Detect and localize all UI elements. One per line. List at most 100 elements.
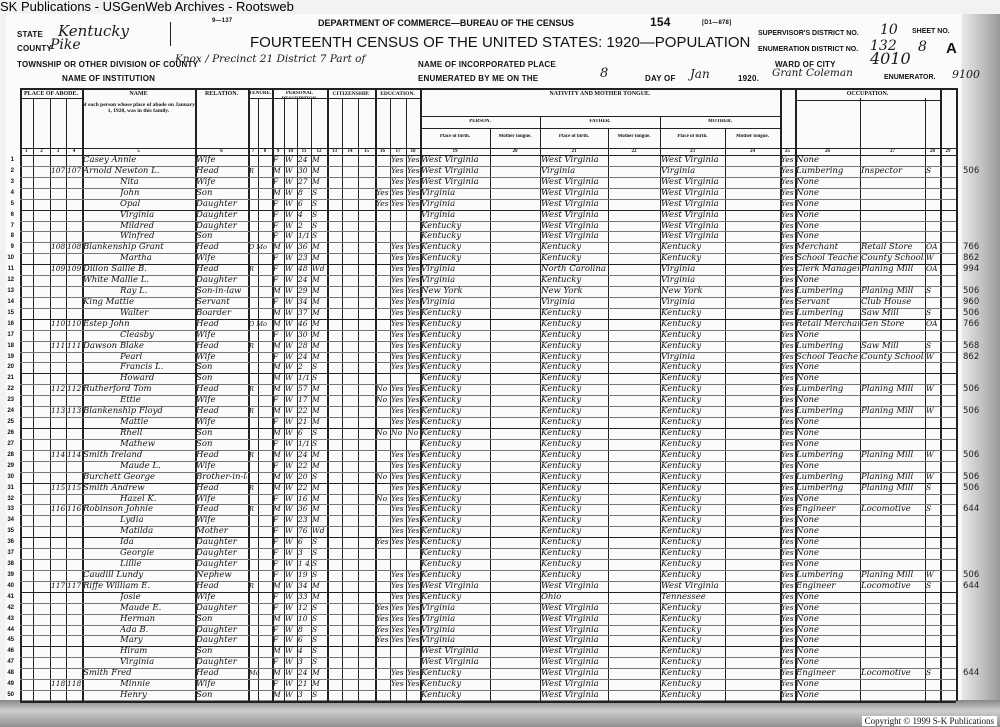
cell-mar: M bbox=[312, 395, 320, 405]
cell-mar: M bbox=[312, 340, 320, 350]
cell-mar: M bbox=[312, 482, 320, 492]
cell-name: Mattie bbox=[120, 417, 149, 428]
cell-trade: None bbox=[796, 526, 820, 537]
row-rule bbox=[20, 307, 956, 309]
cell-write: Yes bbox=[407, 504, 419, 514]
cell-mar: S bbox=[312, 537, 318, 547]
cell-eng: Yes bbox=[781, 417, 794, 427]
cell-eng: Yes bbox=[781, 220, 794, 230]
cell-name: Smith Ireland bbox=[83, 449, 143, 460]
cell-read: No bbox=[391, 428, 403, 437]
cell-sex: M bbox=[273, 187, 281, 197]
cell-cls: W bbox=[926, 471, 934, 481]
cell-write: Yes bbox=[407, 318, 419, 328]
cell-read: Yes bbox=[391, 286, 404, 296]
cell-read: Yes bbox=[391, 318, 404, 328]
cell-eng: Yes bbox=[781, 559, 794, 569]
cell-read: Yes bbox=[391, 187, 404, 197]
cell-sex: F bbox=[273, 635, 279, 645]
cell-rel: Head bbox=[196, 318, 219, 329]
line-number: 43 bbox=[7, 615, 14, 622]
enumeration-value: 132 bbox=[870, 38, 897, 54]
cell-mar: M bbox=[312, 155, 320, 164]
cell-mother: Virginia bbox=[661, 165, 696, 176]
cell-write: Yes bbox=[407, 198, 419, 208]
cell-birth: Kentucky bbox=[421, 329, 462, 340]
cell-dw: 112 bbox=[51, 384, 65, 394]
row-rule bbox=[20, 537, 956, 539]
cell-rel: Daughter bbox=[196, 635, 237, 646]
cell-sch: No bbox=[376, 493, 388, 503]
cell-mother: Kentucky bbox=[661, 657, 702, 668]
row-rule bbox=[20, 515, 956, 517]
cell-trade: None bbox=[796, 548, 820, 559]
cell-eng: Yes bbox=[781, 198, 794, 208]
cell-sex: M bbox=[273, 286, 281, 296]
cell-rel: Wife bbox=[196, 515, 216, 526]
cell-name: Matilda bbox=[120, 526, 154, 537]
cell-trade: None bbox=[796, 176, 820, 187]
cell-father: Kentucky bbox=[541, 548, 582, 559]
row-rule bbox=[20, 591, 956, 593]
cell-dw: 117 bbox=[51, 580, 65, 590]
occupation-code: 506 bbox=[963, 307, 980, 318]
cell-rel: Son bbox=[196, 187, 213, 198]
cell-name: Dillon Sallie B. bbox=[83, 264, 147, 275]
row-rule bbox=[20, 460, 956, 462]
sheet-side: A bbox=[946, 40, 958, 57]
cell-ind: Locomotive bbox=[861, 668, 911, 679]
cell-trade: Lumbering bbox=[796, 384, 844, 395]
column-number-rule bbox=[20, 155, 956, 156]
cell-name: Blankenship Grant bbox=[83, 242, 164, 253]
cell-eng: Yes bbox=[781, 613, 794, 623]
cell-race: W bbox=[285, 428, 293, 437]
cell-race: W bbox=[285, 253, 293, 263]
cell-fam: 112 bbox=[67, 384, 81, 394]
line-number: 46 bbox=[7, 648, 14, 655]
row-rule bbox=[20, 580, 956, 582]
column-number: 4 bbox=[72, 149, 76, 154]
column-rule bbox=[780, 88, 782, 701]
cell-ind: Planing Mill bbox=[861, 264, 914, 275]
cell-eng: Yes bbox=[781, 438, 794, 448]
cell-father: West Virginia bbox=[541, 624, 599, 635]
cell-father: West Virginia bbox=[541, 668, 599, 679]
cell-dw: 111 bbox=[51, 340, 65, 350]
line-number: 9 bbox=[10, 244, 14, 251]
cell-race: W bbox=[285, 373, 293, 383]
cell-name: Mildred bbox=[120, 220, 155, 231]
cell-eng: Yes bbox=[781, 351, 794, 361]
cell-write: Yes bbox=[407, 460, 419, 470]
column-number: 6 bbox=[220, 149, 223, 154]
column-number: 26 bbox=[825, 149, 830, 154]
occupation-code: 862 bbox=[963, 351, 980, 362]
cell-age: 2 bbox=[298, 362, 303, 372]
cell-rel: Son bbox=[196, 438, 213, 449]
line-number: 28 bbox=[7, 451, 14, 458]
cell-name: Virginia bbox=[120, 657, 155, 668]
group-rule bbox=[420, 116, 780, 117]
cell-trade: None bbox=[796, 438, 820, 449]
cell-birth: Kentucky bbox=[421, 526, 462, 537]
line-number: 15 bbox=[7, 309, 14, 316]
cell-name: Lillie bbox=[120, 559, 142, 570]
cell-name: Hiram bbox=[120, 646, 148, 657]
cell-name: Robinson Johnie bbox=[83, 504, 154, 515]
row-rule bbox=[20, 329, 956, 331]
cell-race: W bbox=[285, 340, 293, 350]
cell-ind: Planing Mill bbox=[861, 482, 914, 493]
cell-birth: Kentucky bbox=[421, 253, 462, 264]
cell-age: 24 bbox=[298, 275, 308, 285]
cell-birth: Kentucky bbox=[421, 307, 462, 318]
cell-read: Yes bbox=[391, 679, 404, 689]
cell-race: W bbox=[285, 176, 293, 186]
occupation-code: 506 bbox=[963, 286, 980, 297]
column-number: 12 bbox=[316, 149, 322, 154]
cell-tenure: Mo bbox=[249, 669, 260, 678]
cell-rel: Son bbox=[196, 428, 213, 438]
township-value: Knox / Precinct 21 District 7 Part of bbox=[175, 53, 366, 65]
cell-rel: Son-in-law bbox=[196, 286, 242, 297]
cell-father: West Virginia bbox=[541, 635, 599, 646]
cell-mar: S bbox=[312, 362, 318, 372]
column-number: 9 bbox=[276, 149, 280, 154]
